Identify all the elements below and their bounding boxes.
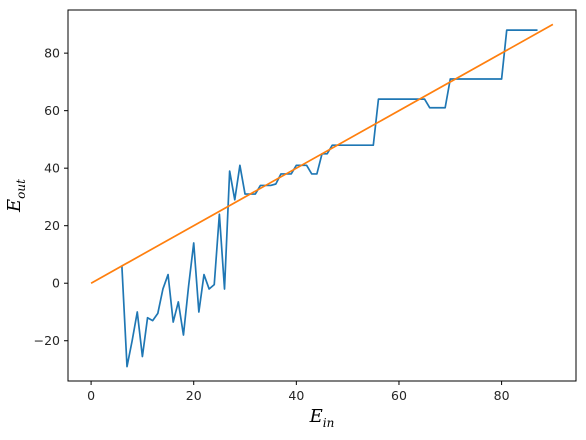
x-axis-label-subscript: in [323,416,335,430]
y-tick-label: 0 [52,276,60,291]
x-tick-label: 0 [87,388,95,403]
plot-marks [90,23,554,368]
x-tick-label: 60 [391,388,407,403]
y-axis-label-main: E [4,199,25,213]
plot-frame [67,9,577,382]
y-tick-label: 60 [44,103,60,118]
x-axis-ticks: 0 20 40 60 80 [87,381,510,403]
y-tick-label: 20 [44,218,60,233]
x-tick-label: 40 [288,388,304,403]
y-tick-label: 40 [44,161,60,176]
y-axis-label-subscript: out [14,179,28,199]
y-axis-label: Eout [4,179,28,213]
y-axis-ticks: −20 0 20 40 60 80 [34,46,68,348]
x-tick-label: 20 [186,388,202,403]
y-tick-label: 80 [44,46,60,61]
x-axis-label-main: E [309,406,323,427]
x-tick-label: 80 [494,388,510,403]
y-tick-label: −20 [34,333,60,348]
series-2-line [90,23,554,284]
x-axis-label: Ein [309,406,335,430]
